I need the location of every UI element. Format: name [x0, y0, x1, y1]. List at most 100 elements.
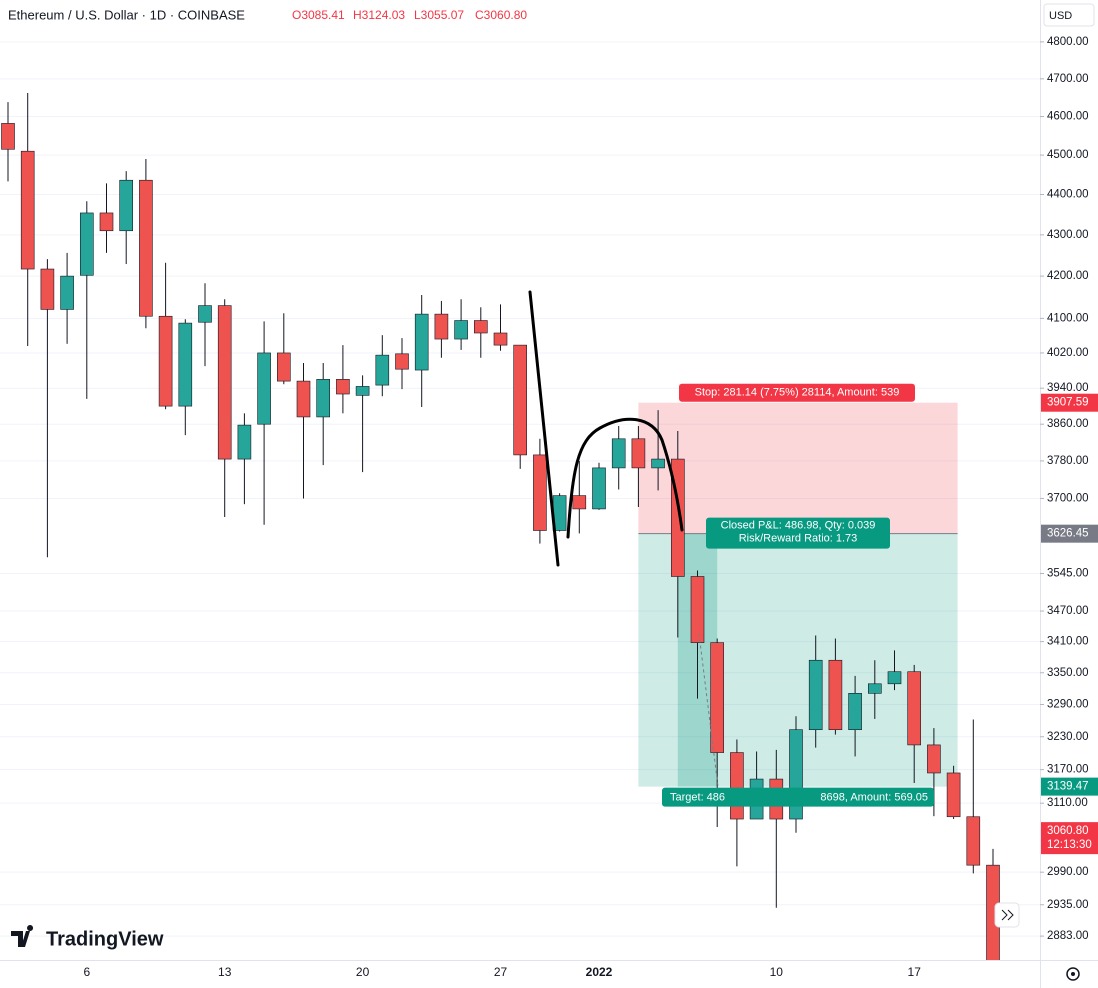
- y-tick-label: 3230.00: [1047, 731, 1089, 743]
- freehand-drawing: [528, 290, 684, 567]
- ohlc-low: L3055.07: [414, 8, 464, 22]
- stop-label-bg: [679, 383, 915, 402]
- candle-body: [1, 123, 15, 150]
- candle-body: [887, 671, 902, 685]
- candle-body: [907, 671, 922, 746]
- candle-body: [473, 320, 488, 334]
- y-tick-label: 3860.00: [1047, 418, 1089, 430]
- countdown: 12:13:30: [1047, 839, 1092, 851]
- trade-arrow: [698, 633, 719, 787]
- candle-body: [178, 322, 193, 407]
- y-tick-label: 4300.00: [1047, 229, 1089, 241]
- candle-body: [434, 313, 449, 340]
- x-tick-label: 27: [494, 965, 508, 979]
- y-tick-label: 3470.00: [1047, 605, 1089, 617]
- x-tick-label: 20: [356, 965, 370, 979]
- candle-body: [730, 752, 744, 820]
- target-price-bg: [1041, 777, 1098, 796]
- y-tick-label: 4020.00: [1047, 347, 1089, 359]
- y-tick-label: 2990.00: [1047, 866, 1089, 878]
- y-tick-label: 4200.00: [1047, 270, 1089, 282]
- candle-body: [395, 353, 409, 370]
- x-tick-label: 17: [908, 965, 922, 979]
- candle-body: [80, 212, 94, 276]
- result-label: Risk/Reward Ratio: 1.73: [739, 533, 858, 545]
- last-price-bg: [1041, 822, 1098, 855]
- y-tick-label: 4600.00: [1047, 111, 1089, 123]
- candle-body: [296, 380, 311, 418]
- candle-body: [493, 332, 508, 346]
- axes: 4800.00 4700.00 4600.00 4500.00 4400.00 4300.…: [83, 36, 1098, 979]
- candle-body: [40, 268, 55, 310]
- candle-body: [710, 642, 725, 753]
- target-label: 8698, Amount: 569.05: [820, 792, 928, 804]
- brand: TradingView: [46, 928, 164, 950]
- candle-body: [690, 576, 705, 643]
- last-price: 3060.80: [1047, 825, 1089, 837]
- candle-body: [276, 352, 291, 382]
- x-tick-label: 6: [83, 965, 90, 979]
- candle-body: [257, 352, 271, 425]
- ohlc-open: O3085.41: [292, 8, 345, 22]
- y-tick-label: 3410.00: [1047, 636, 1089, 648]
- ohlc-close: C3060.80: [475, 8, 527, 22]
- currency-button[interactable]: [1043, 3, 1095, 27]
- x-tick-label: 10: [770, 965, 784, 979]
- candle-body: [119, 179, 133, 232]
- candle-body: [848, 693, 862, 731]
- candle-body: [867, 683, 882, 694]
- currency[interactable]: USD: [1049, 10, 1072, 22]
- y-tick-label: 3110.00: [1047, 797, 1088, 809]
- candle-body: [414, 313, 429, 371]
- candle-body: [217, 305, 232, 460]
- candle-body: [20, 150, 35, 270]
- target-label-bg: [662, 787, 934, 807]
- candle-body: [572, 495, 587, 510]
- result-label-bg: [706, 517, 890, 549]
- candle-body: [927, 744, 941, 774]
- brand-logo: TradingView: [11, 925, 164, 950]
- candle-body: [198, 305, 212, 323]
- candle-body: [60, 275, 74, 310]
- entry-price-bg: [1041, 524, 1098, 543]
- candle-body: [828, 659, 843, 731]
- settings-icon-dot[interactable]: [1071, 972, 1075, 976]
- candle-body: [454, 320, 468, 340]
- candle-body: [336, 379, 350, 395]
- stop-label: Stop: 281.14 (7.75%) 28114, Amount: 539: [695, 387, 900, 399]
- x-tick-label: 13: [218, 965, 232, 979]
- chart-title: Ethereum / U.S. Dollar · 1D · COINBASE: [8, 7, 245, 22]
- settings-icon[interactable]: [1066, 967, 1080, 981]
- y-tick-label: 4500.00: [1047, 149, 1089, 161]
- candle-body: [808, 659, 823, 731]
- header-bg: [0, 2, 536, 28]
- candle-body: [375, 354, 390, 386]
- y-tick-label: 3780.00: [1047, 455, 1089, 467]
- y-tick-label: 2935.00: [1047, 899, 1089, 911]
- candle-body: [158, 315, 173, 407]
- y-tick-label: 4400.00: [1047, 189, 1089, 201]
- candle-body: [592, 467, 606, 510]
- candle-body: [513, 344, 528, 456]
- y-tick-label: 3350.00: [1047, 667, 1089, 679]
- candle-body: [946, 772, 961, 818]
- candle-body: [355, 386, 370, 396]
- entry-price: 3626.45: [1047, 528, 1089, 540]
- y-tick-label: 4800.00: [1047, 36, 1089, 48]
- target-price: 3139.47: [1047, 781, 1089, 793]
- y-tick-label: 2883.00: [1047, 930, 1089, 942]
- candle-body: [237, 424, 252, 460]
- candle-body: [966, 816, 981, 866]
- scroll-icon[interactable]: [1001, 909, 1014, 921]
- candle-body: [139, 179, 153, 317]
- y-tick-label: 4100.00: [1047, 312, 1089, 324]
- candle-body: [611, 438, 626, 469]
- target-label: Target: 486: [670, 792, 725, 804]
- y-tick-label: 3700.00: [1047, 492, 1089, 504]
- y-tick-label: 3290.00: [1047, 698, 1089, 710]
- candle-body: [99, 212, 114, 232]
- stop-price: 3907.59: [1047, 397, 1089, 409]
